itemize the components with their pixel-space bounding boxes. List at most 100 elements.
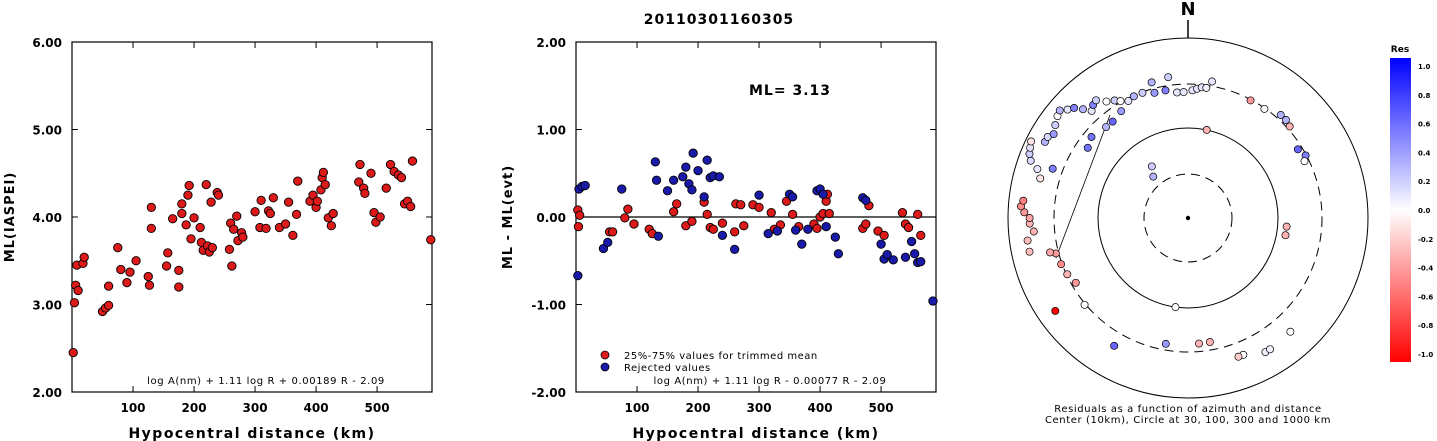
data-point <box>312 196 322 206</box>
data-point <box>174 282 184 292</box>
trimmed-point <box>668 207 679 217</box>
station-marker <box>1293 145 1302 154</box>
data-point <box>146 223 156 234</box>
x-tick-label: 400 <box>808 401 833 415</box>
data-point <box>261 223 271 234</box>
trimmed-point <box>787 209 798 220</box>
station-marker <box>1029 227 1038 236</box>
rejected-point <box>717 230 728 241</box>
station-marker <box>1281 231 1290 240</box>
event-title: 20110301160305 <box>644 12 794 28</box>
station-marker <box>1048 164 1057 173</box>
rejected-point <box>687 185 697 195</box>
station-marker <box>1164 73 1173 82</box>
station-marker <box>1173 88 1181 97</box>
data-point <box>168 214 178 224</box>
colorbar-label: -0.6 <box>1418 293 1433 301</box>
formula-text: log A(nm) + 1.11 log R + 0.00189 R - 2.0… <box>147 376 385 387</box>
rejected-point <box>763 228 773 239</box>
x-tick-label: 100 <box>120 401 145 415</box>
rejected-point <box>888 255 898 265</box>
colorbar-title: Res <box>1391 45 1409 55</box>
station-marker <box>1276 111 1285 119</box>
rejected-point <box>876 239 886 249</box>
epicenter-marker <box>1185 215 1191 221</box>
data-point <box>227 261 237 271</box>
data-point <box>125 267 135 277</box>
station-marker <box>1179 88 1188 97</box>
station-marker <box>1147 162 1156 171</box>
data-point <box>381 183 391 193</box>
station-marker <box>1033 165 1042 174</box>
y-tick-label: 2.00 <box>536 36 566 50</box>
data-point <box>68 347 78 358</box>
x-tick-label: 200 <box>686 401 711 415</box>
y-tick-label: 6.00 <box>32 36 62 50</box>
station-marker <box>1051 306 1060 315</box>
rejected-point <box>651 175 662 185</box>
station-marker <box>1246 96 1255 105</box>
data-point <box>113 242 123 253</box>
data-point <box>283 197 294 207</box>
rejected-point <box>650 157 660 167</box>
data-point <box>103 300 114 311</box>
rejected-point <box>818 189 828 199</box>
y-axis-label: ML - ML(evt) <box>501 165 516 269</box>
data-point <box>186 234 196 244</box>
data-point <box>146 202 156 213</box>
y-tick-labels: -2.00 -1.00 0.00 1.00 2.00 <box>531 36 936 400</box>
data-point <box>177 208 187 219</box>
station-marker <box>1202 83 1211 92</box>
data-point <box>161 261 172 271</box>
station-marker <box>1026 156 1035 165</box>
colorbar-label: -1.0 <box>1418 351 1433 359</box>
legend-marker-rejected <box>600 362 610 372</box>
rejected-point <box>693 165 703 176</box>
station-marker <box>1025 214 1034 222</box>
data-point <box>224 244 235 255</box>
data-point <box>320 179 330 190</box>
rejected-point <box>617 184 627 194</box>
residual-vs-distance-chart: -2.00 -1.00 0.00 1.00 2.00 100 200 300 400 500 M… <box>501 36 938 441</box>
y-tick-labels: 2.00 3.00 4.00 5.00 6.00 <box>32 36 432 400</box>
station-marker <box>1102 123 1111 131</box>
station-marker <box>1286 327 1295 336</box>
x-tick-labels: 100 200 300 400 500 <box>624 42 894 415</box>
rejected-point <box>714 172 725 182</box>
station-marker <box>1282 222 1291 231</box>
rejected-point <box>772 226 783 236</box>
colorbar-label: 0.6 <box>1418 121 1431 129</box>
rejected-point <box>909 249 920 259</box>
station-marker <box>1036 174 1045 183</box>
x-tick-labels: 100 200 300 400 500 <box>120 42 390 415</box>
data-point <box>265 208 275 219</box>
rejected-point <box>787 192 798 202</box>
data-point <box>143 271 153 282</box>
data-point <box>69 298 80 308</box>
station-marker <box>1027 137 1036 146</box>
rejected-point <box>900 252 911 262</box>
station-marker <box>1260 104 1269 113</box>
trimmed-point <box>687 216 697 227</box>
rejected-point <box>662 186 673 196</box>
station-marker <box>1234 352 1243 361</box>
ring-30km <box>1143 173 1233 263</box>
rejected-point <box>729 244 740 255</box>
x-tick-label: 500 <box>869 401 894 415</box>
station-marker <box>1025 247 1034 256</box>
rejected-point <box>791 225 801 235</box>
colorbar <box>1390 58 1411 362</box>
station-marker <box>1129 92 1138 101</box>
data-point <box>174 265 184 276</box>
data-point <box>366 168 376 178</box>
station-marker <box>1149 172 1158 181</box>
station-marker <box>1205 338 1214 347</box>
station-marker <box>1108 117 1117 126</box>
trimmed-point <box>573 221 584 232</box>
trimmed-point <box>623 204 633 214</box>
station-marker <box>1063 270 1072 279</box>
data-point <box>256 195 266 206</box>
rejected-point <box>830 232 840 242</box>
data-point <box>103 281 114 291</box>
